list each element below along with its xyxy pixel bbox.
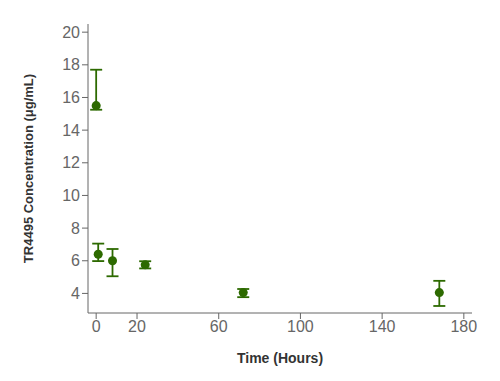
svg-text:16: 16	[62, 89, 80, 106]
svg-text:Time (Hours): Time (Hours)	[237, 350, 323, 366]
svg-text:10: 10	[62, 187, 80, 204]
svg-text:14: 14	[62, 122, 80, 139]
svg-text:180: 180	[450, 318, 477, 335]
svg-text:20: 20	[62, 24, 80, 41]
svg-text:100: 100	[287, 318, 314, 335]
svg-text:6: 6	[71, 252, 80, 269]
svg-text:4: 4	[71, 285, 80, 302]
svg-text:18: 18	[62, 56, 80, 73]
svg-text:TR4495 Concentration (μg/mL): TR4495 Concentration (μg/mL)	[21, 74, 36, 263]
svg-text:140: 140	[369, 318, 396, 335]
svg-text:20: 20	[128, 318, 146, 335]
svg-text:12: 12	[62, 154, 80, 171]
svg-text:0: 0	[92, 318, 101, 335]
svg-text:60: 60	[210, 318, 228, 335]
svg-text:8: 8	[71, 220, 80, 237]
